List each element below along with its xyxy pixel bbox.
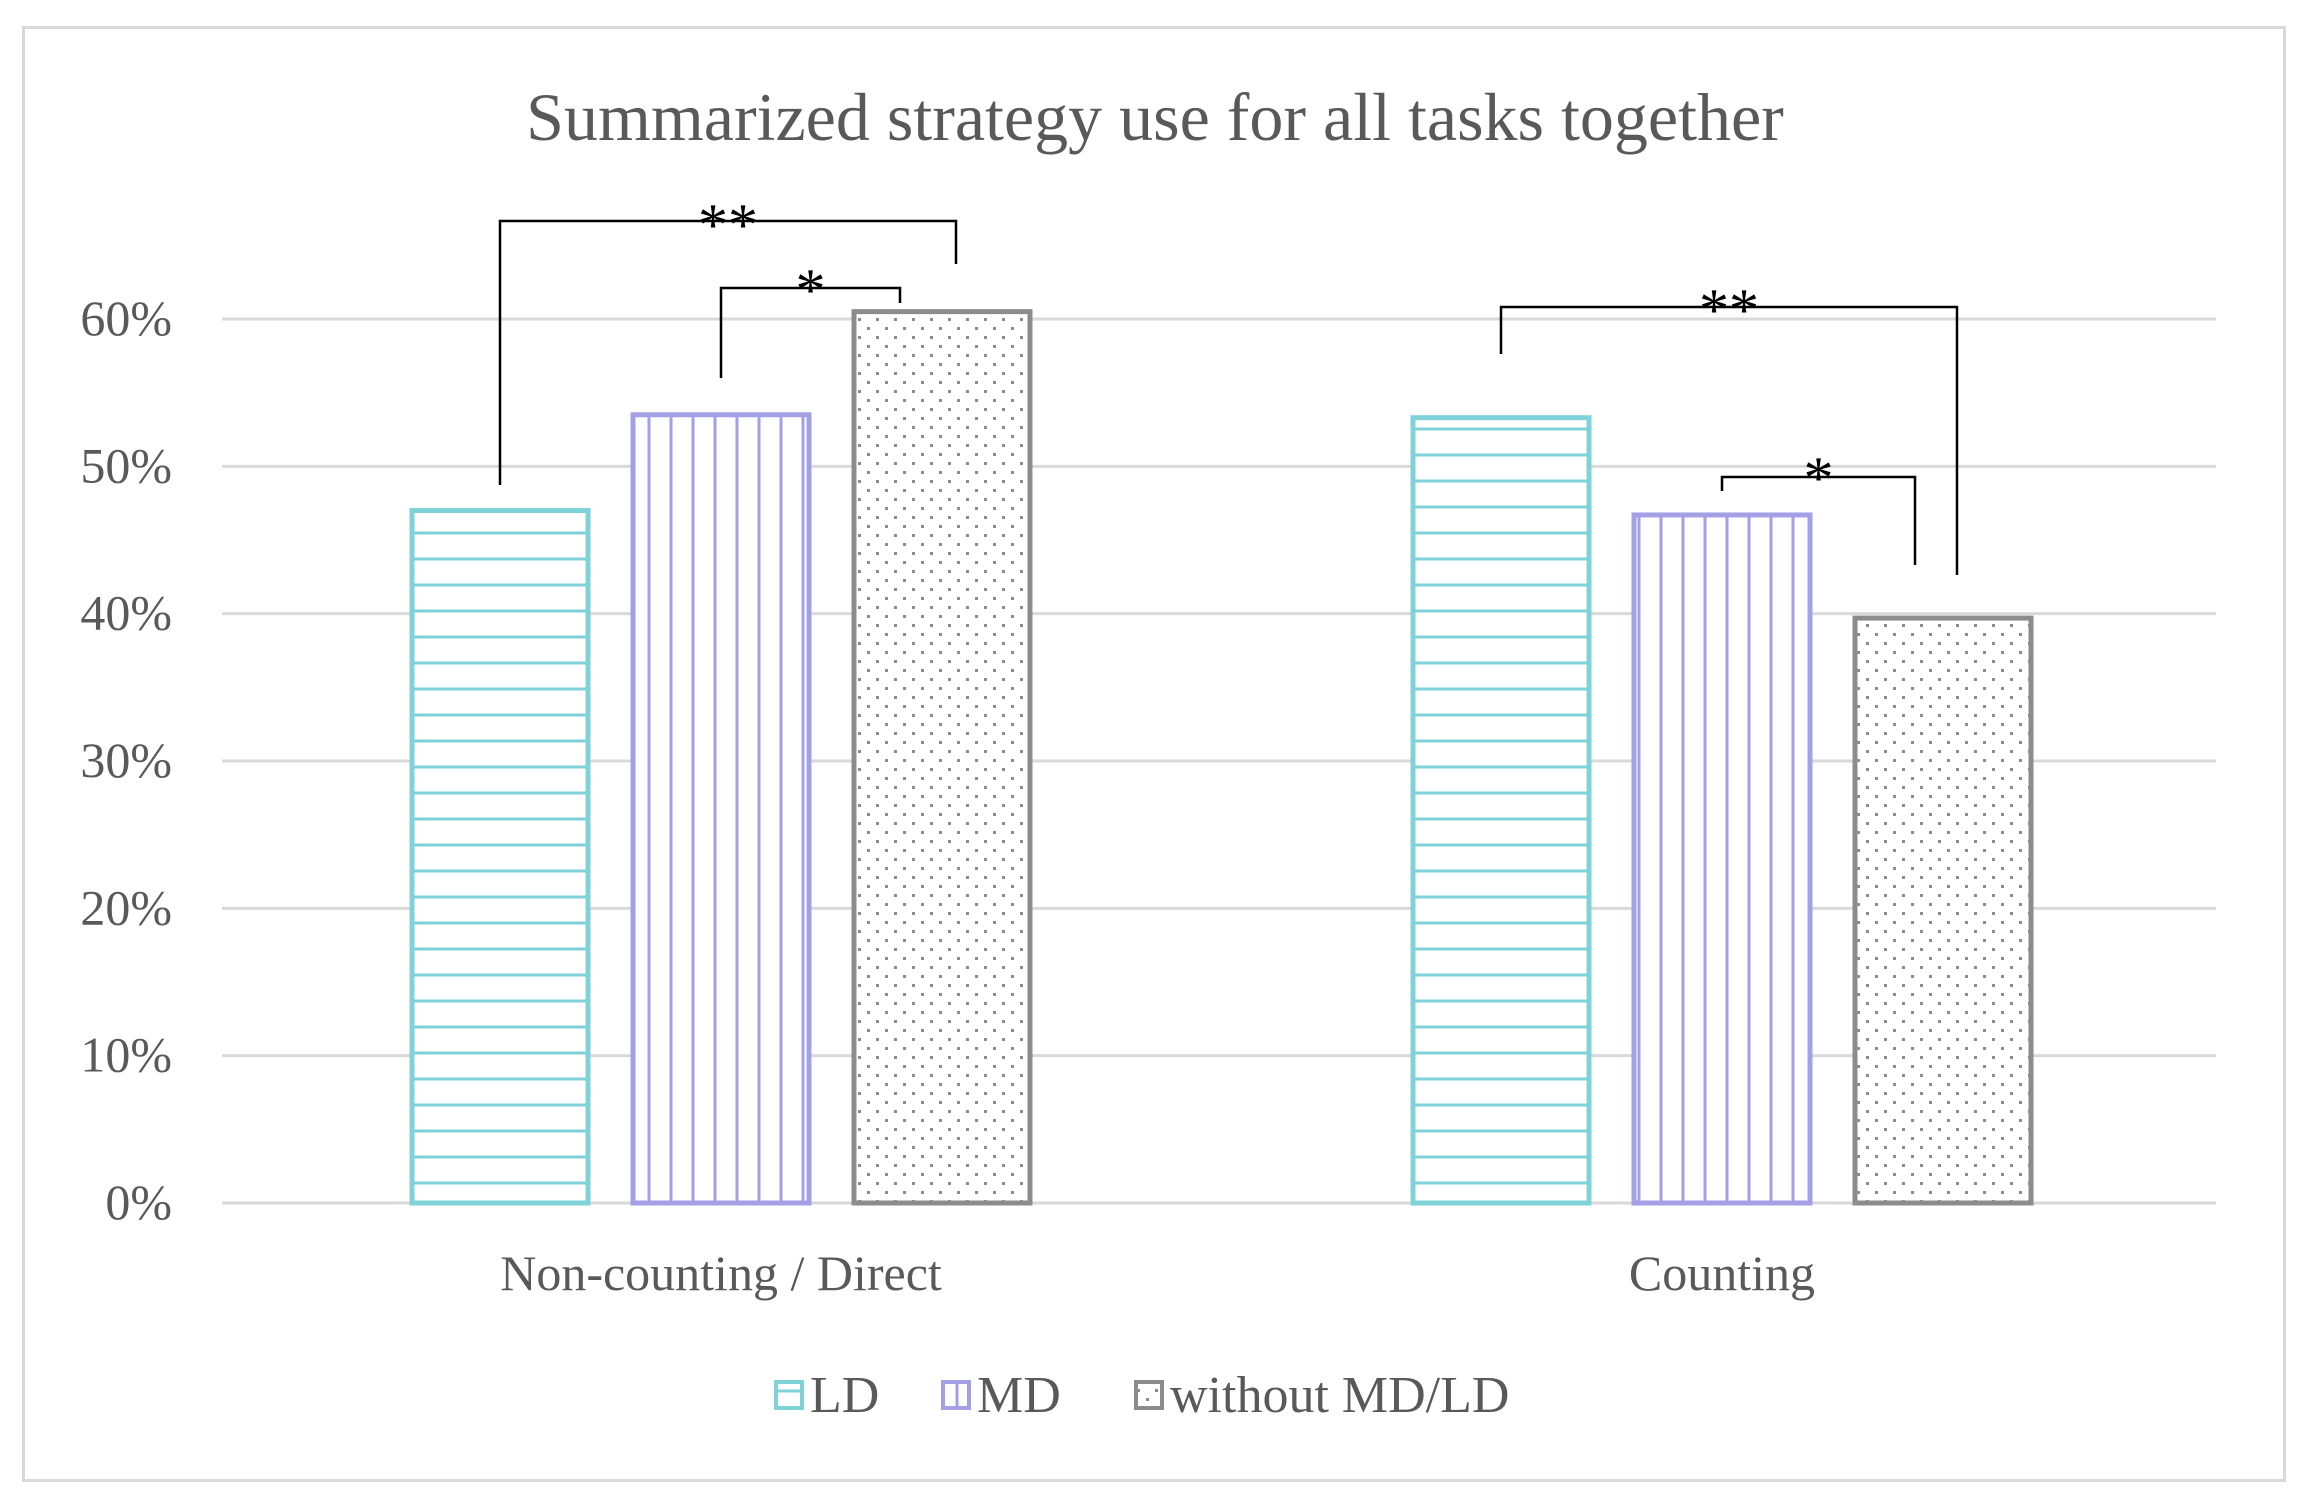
significance-bracket: * (1720, 445, 1917, 565)
legend-label: LD (810, 1367, 879, 1424)
legend-swatch (1134, 1380, 1164, 1410)
y-tick-label: 20% (80, 879, 172, 935)
legend-label: without MD/LD (1170, 1367, 1509, 1424)
y-tick-label: 40% (80, 585, 172, 641)
y-tick-label: 30% (80, 732, 172, 788)
bars (409, 309, 2034, 1206)
x-axis-category-labels: Non-counting / Direct Counting (500, 1245, 1815, 1301)
x-category-label: Non-counting / Direct (500, 1245, 942, 1301)
legend-item: without MD/LD (1134, 1367, 1509, 1424)
significance-label: * (796, 257, 826, 323)
legend-label: MD (977, 1367, 1061, 1424)
bar-without-md-ld-1 (1852, 615, 2034, 1206)
bar-without-md-ld-0 (851, 309, 1033, 1206)
bar-ld-1 (1410, 415, 1592, 1206)
y-tick-label: 60% (80, 290, 172, 346)
x-category-label: Counting (1629, 1245, 1815, 1301)
significance-label: ** (1699, 277, 1759, 343)
significance-brackets: *** *** (498, 192, 1959, 575)
significance-label: ** (698, 192, 758, 258)
bar-md-0 (630, 412, 812, 1206)
significance-bracket: ** (498, 192, 958, 485)
y-tick-label: 10% (80, 1027, 172, 1083)
bar-ld-0 (409, 508, 591, 1206)
legend-swatch (941, 1380, 971, 1410)
legend: LD MD without MD/LD (774, 1367, 1509, 1424)
y-tick-label: 0% (105, 1174, 172, 1230)
legend-item: MD (941, 1367, 1061, 1424)
legend-item: LD (774, 1367, 879, 1424)
y-tick-label: 50% (80, 437, 172, 493)
bar-md-1 (1631, 512, 1813, 1206)
chart-title: Summarized strategy use for all tasks to… (526, 79, 1784, 155)
y-axis-tick-labels: 0% 10% 20% 30% 40% 50% 60% (80, 290, 172, 1230)
legend-swatch (774, 1380, 804, 1410)
significance-bracket: * (719, 257, 902, 378)
significance-label: * (1804, 445, 1834, 511)
significance-bracket: ** (1499, 277, 1959, 575)
